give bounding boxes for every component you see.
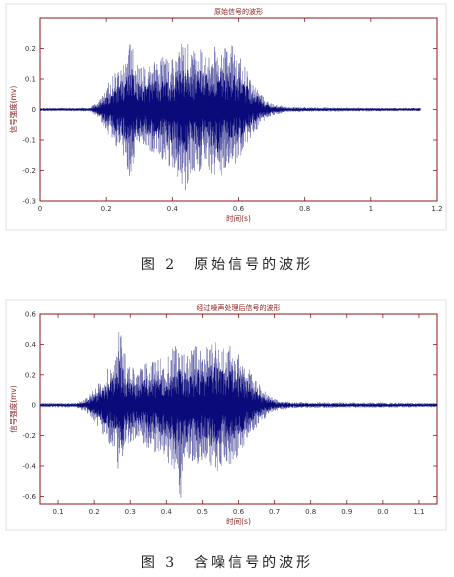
- chart1-ytick-label-1: 0.1: [25, 76, 36, 84]
- chart2-ytick-label-2: 0.2: [25, 371, 36, 379]
- chart2-ylabel: 信号强度(mv): [8, 385, 18, 433]
- chart1-ytick-label-4: -0.2: [22, 167, 36, 175]
- chart2-ytick-label-3: 0: [32, 402, 36, 410]
- chart2-xtick-label-3: 0.4: [161, 508, 173, 516]
- chart2-ytick-label-6: -0.6: [22, 493, 36, 501]
- figure-2-caption: 图 2 原始信号的波形: [140, 257, 314, 273]
- chart1-title: 原始信号的波形: [214, 7, 263, 16]
- chart2-xlabel: 时间(s): [226, 516, 251, 526]
- chart2-ytick-label-1: 0.4: [25, 341, 37, 349]
- chart2-xtick-label-1: 0.2: [89, 508, 100, 516]
- chart2-ytick-label-4: -0.2: [22, 432, 36, 440]
- chart2-ytick-label-0: 0.6: [25, 311, 37, 319]
- chart1-xtick-label-1: 0.2: [101, 205, 112, 213]
- chart1-xtick-label-2: 0.4: [167, 205, 179, 213]
- chart2-xtick-label-0: 0.1: [52, 508, 63, 516]
- chart1-xtick-label-4: 0.8: [299, 205, 310, 213]
- chart1-ytick-label-3: -0.1: [22, 137, 36, 145]
- chart1-xtick-label-0: 0: [38, 205, 42, 213]
- chart2-figure-frame: [5, 299, 447, 531]
- chart2-xtick-label-9: 0.0: [377, 508, 388, 516]
- chart1-xlabel: 时间(s): [226, 213, 251, 223]
- chart1-ytick-label-0: 0.2: [25, 45, 36, 53]
- chart2-xtick-label-4: 0.5: [197, 508, 208, 516]
- chart1-xtick-label-3: 0.6: [233, 205, 245, 213]
- chart2-ytick-label-5: -0.4: [22, 463, 36, 471]
- figure-3-caption: 图 3 含噪信号的波形: [140, 555, 314, 571]
- chart1-ytick-label-5: -0.3: [22, 198, 36, 206]
- chart2-xtick-label-5: 0.6: [233, 508, 245, 516]
- chart2-xtick-label-8: 0.9: [341, 508, 352, 516]
- chart1-signal-trace: [39, 70, 421, 153]
- chart2-xtick-label-2: 0.3: [125, 508, 136, 516]
- chart1-ytick-label-2: 0: [32, 106, 36, 114]
- chart2-xtick-label-6: 0.7: [269, 508, 280, 516]
- chart2-title: 经过噪声处理后信号的波形: [197, 303, 281, 312]
- chart1-figure-frame: [5, 3, 447, 231]
- chart2-xtick-label-7: 0.8: [305, 508, 316, 516]
- chart2-signal-trace: [39, 361, 438, 450]
- chart1-ylabel: 信号强度(mv): [8, 86, 18, 134]
- chart1-xtick-label-5: 1: [369, 205, 373, 213]
- chart2-xtick-label-10: 1.1: [413, 508, 424, 516]
- chart1-xtick-label-6: 1.2: [431, 205, 442, 213]
